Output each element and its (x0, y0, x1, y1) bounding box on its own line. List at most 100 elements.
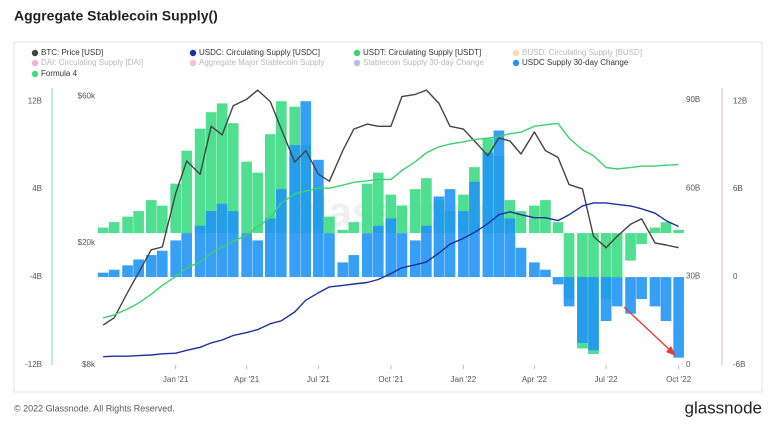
bar (361, 183, 373, 234)
bar (636, 277, 647, 300)
bar (289, 145, 301, 278)
legend-label: USDT: Circulating Supply [USDT] (363, 48, 481, 57)
x-tick-label: Jul '21 (307, 375, 330, 384)
bar (444, 189, 456, 278)
bar (145, 200, 157, 234)
bar (577, 277, 588, 344)
line (103, 202, 679, 358)
bar (216, 103, 228, 234)
bar (181, 233, 193, 278)
bar (205, 211, 217, 278)
bar (493, 130, 505, 278)
bar (252, 172, 264, 234)
y4-tick-label: 6B (733, 184, 743, 193)
bar (275, 101, 287, 234)
legend-swatch (189, 49, 197, 57)
legend-swatch (31, 70, 39, 78)
x-tick-label: Oct '22 (666, 375, 692, 384)
bar (241, 161, 252, 234)
bar (372, 225, 384, 278)
legend: BTC: Price [USD] USDC: Circulating Supply… (31, 48, 642, 78)
bar (529, 262, 540, 278)
legend-label: Aggregate Major Stablecoin Supply (199, 58, 324, 67)
y3-tick-label: -4B (30, 272, 42, 281)
bar (324, 216, 335, 234)
legend-swatch (512, 49, 520, 57)
bar (337, 229, 349, 234)
bar (660, 222, 672, 234)
bar (433, 196, 445, 278)
plot-area (97, 89, 684, 358)
y2-tick-label: 90B (686, 95, 700, 104)
bar (600, 233, 612, 300)
bar (515, 247, 527, 278)
y2-tick-label: 60B (686, 183, 700, 192)
bar (482, 152, 494, 278)
bar (264, 218, 276, 278)
x-tick-label: Jan '21 (163, 375, 189, 384)
bar (600, 277, 612, 322)
bar (156, 205, 168, 234)
bar (205, 112, 217, 234)
x-tick-label: Apr '22 (522, 375, 548, 384)
bar (540, 269, 551, 278)
line (103, 122, 679, 319)
bar (227, 211, 239, 278)
bar (361, 233, 373, 278)
legend-label: Formula 4 (41, 69, 78, 78)
bar (122, 216, 133, 234)
bar (170, 240, 182, 278)
bar (396, 205, 408, 234)
brand-logo: glassnode (684, 398, 762, 417)
legend-swatch (189, 59, 197, 67)
y-tick-label: $8k (82, 360, 96, 369)
bar (625, 277, 636, 314)
bar (649, 227, 661, 234)
bar (540, 200, 551, 234)
y3-tick-label: -12B (25, 360, 42, 369)
y-tick-label: $20k (78, 238, 96, 247)
legend-swatch (31, 49, 39, 57)
bar (588, 277, 599, 351)
y3-tick-label: 4B (32, 184, 42, 193)
legend-swatch (512, 59, 520, 67)
x-tick-label: Oct '21 (378, 375, 404, 384)
page-title: Aggregate Stablecoin Supply() (14, 8, 218, 24)
legend-label: DAI: Circulating Supply [DAI] (41, 58, 143, 67)
bar (241, 233, 252, 278)
x-tick-label: Jul '22 (595, 375, 618, 384)
y4-tick-label: 12B (733, 96, 747, 105)
bar (673, 229, 684, 234)
bar (409, 240, 421, 278)
bar (421, 178, 432, 234)
bar (264, 134, 276, 234)
bar (563, 233, 575, 300)
bar (421, 225, 432, 278)
bar (275, 189, 287, 278)
legend-swatch (353, 59, 361, 67)
legend-label: Stablecoin Supply 30-day Change (363, 58, 485, 67)
bar (194, 128, 206, 234)
x-tick-label: Jan '22 (451, 375, 477, 384)
legend-swatch (31, 59, 39, 67)
bar (552, 277, 564, 285)
bar (97, 227, 109, 234)
y4-tick-label: 0 (733, 272, 738, 281)
y4-tick-label: -6B (733, 360, 745, 369)
bar (673, 277, 684, 358)
bar (324, 233, 335, 278)
bar (145, 255, 157, 278)
bar (409, 189, 421, 234)
bar (515, 211, 527, 234)
bar (372, 172, 384, 234)
bar (170, 183, 182, 234)
y2-tick-label: 30B (686, 272, 700, 281)
footer: © 2022 Glassnode. All Rights Reserved. (14, 403, 175, 413)
bar (227, 123, 239, 234)
bar (156, 250, 168, 278)
bar (252, 240, 264, 278)
bar (122, 265, 133, 278)
bar (348, 255, 360, 278)
